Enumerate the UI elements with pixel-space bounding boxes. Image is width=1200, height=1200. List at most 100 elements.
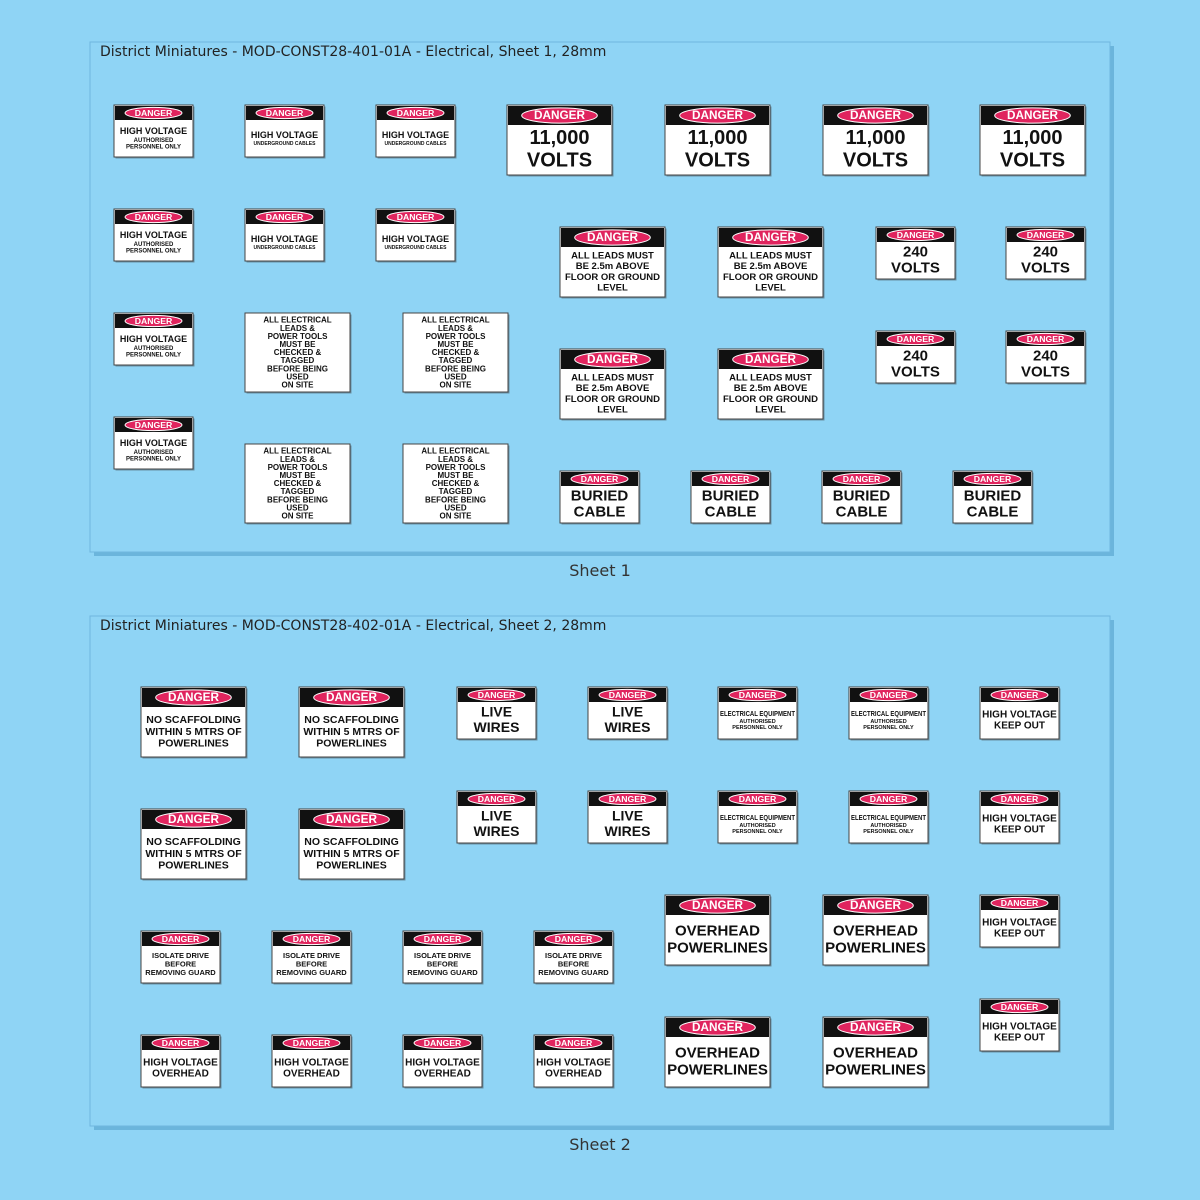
- sign-line: CABLE: [836, 503, 888, 520]
- sign-board: [402, 312, 509, 393]
- sign-line: POWERLINES: [825, 1061, 926, 1078]
- sign-header-oval: [155, 811, 232, 828]
- sign-header-text: DANGER: [1001, 1002, 1039, 1012]
- sign-line: ALL LEADS MUST: [571, 251, 654, 262]
- sign-header-oval: [994, 107, 1071, 124]
- sign-header-text: DANGER: [168, 813, 219, 826]
- sign-header-text: DANGER: [1001, 794, 1039, 804]
- sign-line: USED: [286, 503, 308, 512]
- sign-line: WIRES: [605, 823, 651, 839]
- sign-header-text: DANGER: [850, 899, 901, 912]
- sign-line: FLOOR OR GROUND: [723, 394, 818, 405]
- sign-line: HIGH VOLTAGE: [251, 130, 318, 140]
- sign-line: TAGGED: [439, 487, 473, 496]
- sign-board: [244, 443, 351, 524]
- sign-header-text: DANGER: [692, 899, 743, 912]
- sign-header-text: DANGER: [478, 690, 516, 700]
- sign-header-oval: [990, 792, 1049, 806]
- sign-line: BEFORE BEING: [425, 364, 486, 373]
- sign-line: LIVE: [612, 807, 643, 823]
- sign-line: AUTHORISED: [134, 450, 174, 456]
- sign-line: BURIED: [571, 487, 629, 504]
- sign-line: ELECTRICAL EQUIPMENT: [720, 711, 796, 718]
- sign-header-oval: [963, 472, 1022, 486]
- sign-line: ALL LEADS MUST: [729, 373, 812, 384]
- sign-line: MUST BE: [280, 471, 317, 480]
- sign-line: TAGGED: [439, 356, 473, 365]
- sign-header-text: DANGER: [870, 690, 908, 700]
- sign-line: POWER TOOLS: [268, 463, 329, 472]
- sign-header-oval: [574, 351, 651, 368]
- sign-line: POWERLINES: [316, 860, 387, 872]
- sign-line: UNDERGROUND CABLES: [254, 141, 317, 147]
- sign-line: VOLTS: [843, 149, 908, 171]
- sign-header-text: DANGER: [739, 690, 777, 700]
- sign-line: OVERHEAD: [675, 1045, 760, 1062]
- sign-line: WITHIN 5 MTRS OF: [145, 848, 242, 860]
- sign-line: POWER TOOLS: [268, 332, 329, 341]
- sign-header-oval: [413, 932, 472, 946]
- sign-line: BEFORE BEING: [267, 495, 328, 504]
- sign-header-oval: [255, 106, 314, 120]
- sign-header-text: DANGER: [974, 474, 1012, 484]
- sign-header-text: DANGER: [326, 691, 377, 704]
- sign-line: PERSONNEL ONLY: [732, 829, 783, 835]
- sign-line: MUST BE: [438, 340, 475, 349]
- sign-header-oval: [728, 792, 787, 806]
- sign-line: REMOVING GUARD: [276, 968, 347, 977]
- sign-line: BEFORE: [558, 959, 589, 968]
- sign-header-text: DANGER: [424, 934, 462, 944]
- sign-header-oval: [467, 688, 526, 702]
- sign-header-oval: [598, 688, 657, 702]
- sign-line: FLOOR OR GROUND: [723, 272, 818, 283]
- sign-line: CHECKED &: [432, 348, 480, 357]
- sign-line: 240: [903, 243, 928, 260]
- sheet-title: District Miniatures - MOD-CONST28-402-01…: [100, 618, 606, 634]
- sign-line: NO SCAFFOLDING: [304, 836, 399, 848]
- sign-line: POWER TOOLS: [426, 463, 487, 472]
- sign-line: HIGH VOLTAGE: [120, 230, 187, 240]
- sign-line: BEFORE: [165, 959, 196, 968]
- sign: DANGER ELECTRICAL EQUIPMENTAUTHORISEDPERS…: [717, 686, 799, 741]
- sign-header-oval: [990, 896, 1049, 910]
- sign-line: BEFORE: [296, 959, 327, 968]
- sign-line: BEFORE: [427, 959, 458, 968]
- sign-line: HIGH VOLTAGE: [120, 126, 187, 136]
- sign-line: HIGH VOLTAGE: [382, 234, 449, 244]
- sign-line: ISOLATE DRIVE: [414, 951, 471, 960]
- sign-line: BEFORE BEING: [425, 495, 486, 504]
- sign-line: HIGH VOLTAGE: [982, 918, 1057, 929]
- sign-line: OVERHEAD: [152, 1069, 209, 1080]
- sign-line: BE 2.5m ABOVE: [734, 383, 808, 394]
- sign-header-text: DANGER: [1027, 230, 1065, 240]
- sign-header-oval: [886, 332, 945, 346]
- sign-line: USED: [286, 372, 308, 381]
- sign-line: POWERLINES: [825, 939, 926, 956]
- sign-header-oval: [386, 210, 445, 224]
- sign-line: WITHIN 5 MTRS OF: [145, 726, 242, 738]
- sign-header-text: DANGER: [843, 474, 881, 484]
- sign: DANGER ELECTRICAL EQUIPMENTAUTHORISEDPERS…: [717, 790, 799, 845]
- sign-line: LIVE: [481, 703, 512, 719]
- sign-line: LEVEL: [755, 404, 786, 415]
- sign-header-text: DANGER: [850, 109, 901, 122]
- sign-line: POWER TOOLS: [426, 332, 487, 341]
- sign-header-text: DANGER: [609, 794, 647, 804]
- sign-header-text: DANGER: [1001, 690, 1039, 700]
